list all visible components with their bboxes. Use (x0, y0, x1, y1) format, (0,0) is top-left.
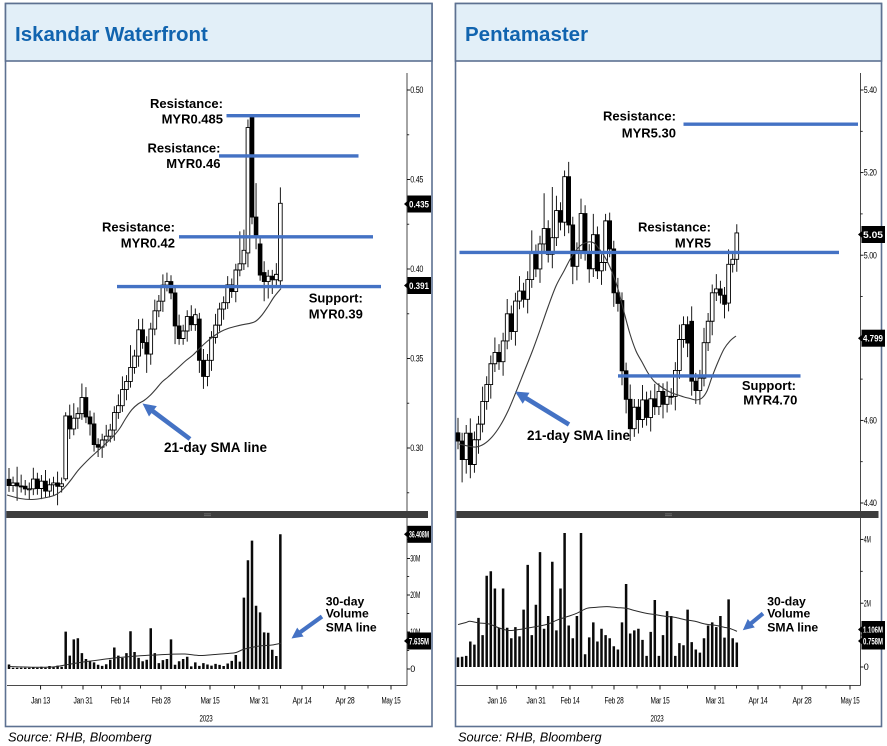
svg-text:Mar 15: Mar 15 (651, 696, 670, 706)
svg-text:30M: 30M (410, 554, 420, 564)
svg-text:Feb 28: Feb 28 (152, 696, 171, 706)
svg-text:Apr 28: Apr 28 (793, 696, 812, 706)
svg-text:May 15: May 15 (382, 696, 401, 706)
svg-text:Iskandar Waterfront: Iskandar Waterfront (15, 23, 208, 46)
svg-text:21-day SMA line: 21-day SMA line (527, 428, 631, 443)
svg-text:Resistance:: Resistance: (603, 109, 676, 124)
svg-text:MYR5.30: MYR5.30 (622, 126, 676, 141)
svg-text:7.635M: 7.635M (409, 636, 429, 646)
svg-text:Feb 14: Feb 14 (561, 696, 580, 706)
svg-text:0: 0 (410, 664, 415, 674)
svg-text:0.435: 0.435 (409, 199, 429, 209)
svg-text:5.40: 5.40 (864, 85, 877, 95)
svg-text:1.106M: 1.106M (863, 625, 883, 635)
svg-text:0.35: 0.35 (410, 354, 423, 364)
svg-text:0.30: 0.30 (410, 443, 423, 453)
svg-text:Jan 31: Jan 31 (74, 696, 93, 706)
svg-text:Apr 28: Apr 28 (336, 696, 355, 706)
svg-text:MYR4.70: MYR4.70 (743, 392, 797, 407)
svg-text:MYR5: MYR5 (675, 236, 711, 251)
svg-text:2023: 2023 (200, 714, 213, 724)
svg-text:MYR0.42: MYR0.42 (121, 235, 175, 250)
svg-text:MYR0.46: MYR0.46 (166, 156, 220, 171)
svg-text:Jan 16: Jan 16 (488, 696, 507, 706)
svg-text:Volume: Volume (326, 606, 369, 620)
svg-text:0.40: 0.40 (410, 264, 423, 274)
svg-text:10M: 10M (410, 627, 420, 637)
svg-text:0.45: 0.45 (410, 175, 423, 185)
svg-text:0.391: 0.391 (409, 281, 429, 291)
svg-text:Mar 31: Mar 31 (706, 696, 725, 706)
svg-text:2023: 2023 (651, 714, 664, 724)
svg-text:SMA line: SMA line (767, 620, 818, 634)
svg-text:MYR0.39: MYR0.39 (309, 307, 363, 322)
svg-text:30-day: 30-day (326, 594, 365, 608)
svg-text:Pentamaster: Pentamaster (465, 23, 588, 46)
svg-text:Jan 31: Jan 31 (527, 696, 546, 706)
svg-text:4.60: 4.60 (864, 416, 877, 426)
svg-text:4M: 4M (864, 535, 871, 545)
svg-text:SMA line: SMA line (326, 620, 377, 634)
svg-text:5.00: 5.00 (864, 250, 877, 260)
svg-text:Source: RHB, Bloomberg: Source: RHB, Bloomberg (8, 730, 152, 745)
svg-text:4.799: 4.799 (863, 334, 883, 344)
svg-text:Apr 14: Apr 14 (749, 696, 768, 706)
svg-text:0.50: 0.50 (410, 85, 423, 95)
svg-text:0: 0 (864, 662, 869, 672)
svg-text:Resistance:: Resistance: (102, 219, 175, 234)
svg-text:Source: RHB, Bloomberg: Source: RHB, Bloomberg (458, 730, 602, 745)
svg-text:Mar 15: Mar 15 (201, 696, 220, 706)
svg-text:Feb 14: Feb 14 (111, 696, 130, 706)
svg-text:Resistance:: Resistance: (150, 96, 223, 111)
svg-text:30-day: 30-day (767, 594, 806, 608)
svg-text:Resistance:: Resistance: (148, 141, 221, 156)
svg-text:Apr 14: Apr 14 (293, 696, 312, 706)
svg-text:0.758M: 0.758M (863, 636, 883, 646)
svg-text:Resistance:: Resistance: (638, 220, 711, 235)
svg-text:36.408M: 36.408M (409, 530, 429, 540)
svg-text:Mar 31: Mar 31 (250, 696, 269, 706)
svg-text:May 15: May 15 (841, 696, 860, 706)
svg-text:20M: 20M (410, 590, 420, 600)
svg-text:Support:: Support: (742, 378, 796, 393)
svg-text:5.20: 5.20 (864, 168, 877, 178)
svg-text:21-day SMA line: 21-day SMA line (164, 440, 268, 455)
svg-text:Feb 28: Feb 28 (605, 696, 624, 706)
svg-text:Jan 13: Jan 13 (31, 696, 50, 706)
svg-text:MYR0.485: MYR0.485 (162, 111, 223, 126)
svg-text:Support:: Support: (309, 291, 363, 306)
svg-text:5.05: 5.05 (863, 230, 883, 240)
svg-text:4.40: 4.40 (864, 498, 877, 508)
svg-text:2M: 2M (864, 598, 871, 608)
svg-text:Volume: Volume (767, 606, 810, 620)
